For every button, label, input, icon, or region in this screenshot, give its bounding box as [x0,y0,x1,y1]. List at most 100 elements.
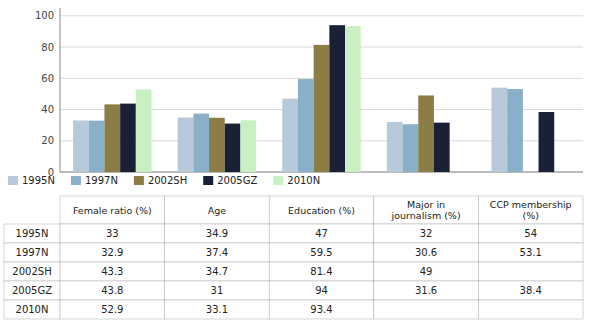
table-cell [478,243,583,262]
grid-line [60,15,583,16]
table-cell [165,243,270,262]
legend-swatch [134,176,144,185]
legend-label: 2002SH [148,175,187,186]
y-axis-line [60,8,61,172]
table-row-label: 2010N [16,304,49,315]
legend-swatch [273,176,283,185]
legend-swatch [203,176,213,185]
table-cell [60,281,165,300]
bar [314,45,330,172]
table-header: Female ratio (%) [73,205,152,216]
legend-label: 1997N [85,175,118,186]
table-cell [60,196,165,224]
legend-label: 2005GZ [217,175,257,186]
table-row-label: 1997N [16,247,49,258]
legend-swatch [71,176,81,185]
bar [193,114,209,172]
table-cell [478,224,583,243]
table-value: 34.7 [206,266,228,277]
table-cell [165,224,270,243]
table-value: 43.3 [101,266,123,277]
table-cell [60,300,165,319]
bar [73,120,89,172]
bar [403,124,419,172]
table-cell [374,243,479,262]
bar [434,123,450,172]
legend: 1995N1997N2002SH2005GZ2010N [8,175,320,186]
table-value: 52.9 [101,304,123,315]
table-value: 30.6 [415,247,437,258]
table-value: 94 [315,285,328,296]
y-tick-label: 60 [41,73,54,84]
bar [298,79,314,172]
table-value: 34.9 [206,228,228,239]
table-cell [478,300,583,319]
bar [418,95,434,172]
table-value: 59.5 [310,247,332,258]
table-value: 33.1 [206,304,228,315]
bar [240,120,256,172]
table-value: 31.6 [415,285,437,296]
table-cell [60,224,165,243]
table-value: 54 [524,228,537,239]
table-value: 31 [211,285,224,296]
table-value: 49 [420,266,433,277]
table-header: CCP membership(%) [490,199,572,221]
table-value: 43.8 [101,285,123,296]
table-row-label: 1995N [16,228,49,239]
bar [345,26,361,172]
table-row-label: 2002SH [12,266,51,277]
table-cell [165,262,270,281]
legend-label: 2010N [287,175,320,186]
table-value: 38.4 [520,285,542,296]
bar [136,89,152,172]
bar [539,112,555,172]
table-value: 32.9 [101,247,123,258]
table-cell [269,243,374,262]
table-cell [269,196,374,224]
table-value: 37.4 [206,247,228,258]
table-value: 81.4 [310,266,332,277]
table-cell [4,262,60,281]
table-value: 93.4 [310,304,332,315]
bar [387,122,403,172]
table-cell [374,300,479,319]
table-cell [165,300,270,319]
table-cell [165,281,270,300]
table-cell [374,224,479,243]
bar [209,118,225,172]
table-cell [374,262,479,281]
table-cell [374,281,479,300]
table-cell [269,262,374,281]
table-cell [478,262,583,281]
bar [104,104,120,172]
table-cell [269,281,374,300]
bar [178,117,194,172]
y-tick-label: 100 [35,10,54,21]
table-header: Major injournalism (%) [391,199,461,221]
table-value: 53.1 [520,247,542,258]
table-cell [4,281,60,300]
table-cell [269,300,374,319]
bar [329,25,345,172]
y-tick-label: 40 [41,104,54,115]
table-cell [478,196,583,224]
legend-swatch [8,176,18,185]
table: Female ratio (%) Age Education (%) Major in… [4,196,583,319]
table-cell [269,224,374,243]
table-header: Education (%) [288,205,355,216]
bars [73,25,554,172]
bar [89,121,105,172]
table-value: 33 [106,228,119,239]
bar [120,104,136,172]
table-cell [165,196,270,224]
table-header: Age [208,205,227,216]
table-cell [374,196,479,224]
table-cell [4,224,60,243]
chart: 0204060801001995N1997N2002SH2005GZ2010NF… [0,0,591,323]
table-cell [60,243,165,262]
y-tick-label: 20 [41,135,54,146]
table-value: 32 [420,228,433,239]
bar [491,88,507,172]
y-tick-label: 80 [41,42,54,53]
